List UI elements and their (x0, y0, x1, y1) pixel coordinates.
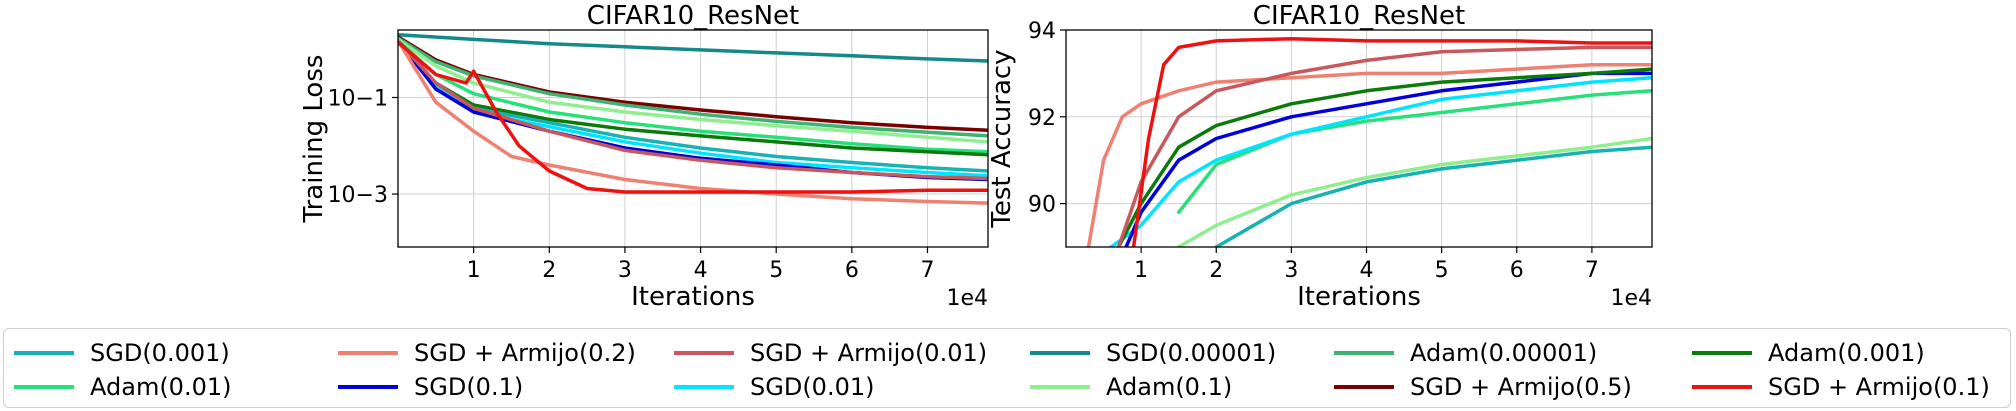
legend-swatch (14, 351, 74, 355)
series-line-sgd-0-00001 (398, 32, 988, 63)
legend-label: Adam(0.00001) (1410, 339, 1598, 367)
legend-swatch (674, 385, 734, 389)
chart-legend: SGD(0.001) SGD + Armijo(0.2) SGD + Armijo(… (3, 328, 2011, 408)
x-tick-label: 1 (1134, 258, 1148, 283)
legend-label: Adam(0.01) (90, 373, 232, 401)
x-tick-label: 5 (1435, 258, 1449, 283)
series-line-adam-0-00001 (398, 36, 988, 138)
x-axis-label: Iterations (631, 282, 755, 312)
x-axis-offset-label: 1e4 (1610, 286, 1652, 311)
y-tick-label: 10−1 (328, 86, 388, 111)
chart-panel-test-accuracy: 1 2 3 4 5 6 7 90 92 94 CIFAR10_ResNet Iterations 1e4… (987, 1, 1653, 312)
chart-panel-training-loss: 1 2 3 4 5 6 7 10−1 10−3 CIFAR10_ResNet Iterations 1… (299, 1, 989, 312)
series-line-sgd-0-1 (1124, 71, 1652, 247)
x-tick-label: 3 (618, 258, 632, 283)
series-line-sgd-armijo-0-1 (398, 40, 988, 194)
y-axis-label: Training Loss (299, 55, 329, 224)
series-line-adam-0-1 (1176, 136, 1652, 247)
legend-item: Adam(0.00001) (1334, 337, 1597, 369)
x-tick-label: 1 (467, 258, 481, 283)
x-axis-offset-label: 1e4 (946, 286, 988, 311)
legend-swatch (1030, 351, 1090, 355)
series-line-sgd-armijo-0-2 (1086, 62, 1652, 247)
legend-item: SGD + Armijo(0.01) (674, 337, 987, 369)
x-tick-label: 2 (1209, 258, 1223, 283)
legend-swatch (14, 385, 74, 389)
legend-label: SGD(0.01) (750, 373, 875, 401)
chart-title: CIFAR10_ResNet (587, 1, 799, 31)
series-line-adam-0-1 (398, 37, 988, 144)
legend-label: SGD + Armijo(0.01) (750, 339, 988, 367)
plot-frame (397, 29, 989, 248)
legend-swatch (674, 351, 734, 355)
x-tick-label: 6 (1510, 258, 1524, 283)
legend-label: Adam(0.001) (1768, 339, 1925, 367)
x-tick-label: 7 (1585, 258, 1599, 283)
y-axis-label: Test Accuracy (987, 49, 1017, 228)
series-line-adam-0-01 (398, 38, 988, 154)
legend-swatch (1334, 351, 1394, 355)
legend-swatch (1030, 385, 1090, 389)
y-tick-label: 92 (1028, 106, 1056, 131)
legend-item: SGD(0.00001) (1030, 337, 1276, 369)
legend-label: Adam(0.1) (1106, 373, 1233, 401)
legend-swatch (1692, 385, 1752, 389)
legend-item: SGD(0.01) (674, 371, 874, 403)
x-axis-label: Iterations (1297, 282, 1421, 312)
legend-label: SGD + Armijo(0.5) (1410, 373, 1632, 401)
legend-item: SGD(0.001) (14, 337, 230, 369)
legend-label: SGD(0.1) (414, 373, 524, 401)
plot-area (398, 30, 988, 247)
legend-item: SGD + Armijo(0.2) (338, 337, 636, 369)
x-tick-label: 6 (845, 258, 859, 283)
legend-item: Adam(0.1) (1030, 371, 1232, 403)
series-line-sgd-0-01 (1109, 75, 1652, 247)
x-tick-label: 2 (542, 258, 556, 283)
series-group (1086, 36, 1652, 247)
legend-label: SGD(0.00001) (1106, 339, 1277, 367)
series-line-sgd-0-001 (1214, 145, 1652, 247)
legend-swatch (338, 385, 398, 389)
series-line-sgd-armijo-0-1 (1131, 36, 1652, 247)
series-line-adam-0-001 (1116, 67, 1652, 247)
series-line-sgd-armijo-0-2 (398, 38, 988, 205)
legend-item: Adam(0.001) (1692, 337, 1925, 369)
series-line-adam-0-01 (1176, 89, 1652, 215)
series-group (398, 32, 988, 205)
series-line-sgd-armijo-0-01 (398, 38, 988, 181)
x-tick-label: 7 (920, 258, 934, 283)
legend-item: Adam(0.01) (14, 371, 231, 403)
plot-frame (1065, 29, 1653, 248)
series-line-sgd-armijo-0-01 (1116, 45, 1652, 247)
y-tick-label: 94 (1028, 19, 1056, 44)
legend-item: SGD + Armijo(0.1) (1692, 371, 1990, 403)
legend-label: SGD(0.001) (90, 339, 230, 367)
x-tick-label: 5 (769, 258, 783, 283)
y-tick-label: 10−3 (328, 183, 388, 208)
legend-label: SGD + Armijo(0.2) (414, 339, 636, 367)
legend-item: SGD(0.1) (338, 371, 523, 403)
legend-swatch (1692, 351, 1752, 355)
x-tick-label: 3 (1284, 258, 1298, 283)
legend-swatch (338, 351, 398, 355)
legend-swatch (1334, 385, 1394, 389)
legend-item: SGD + Armijo(0.5) (1334, 371, 1632, 403)
x-tick-label: 4 (694, 258, 708, 283)
chart-title: CIFAR10_ResNet (1253, 1, 1465, 31)
y-tick-label: 90 (1028, 193, 1056, 218)
x-tick-label: 4 (1360, 258, 1374, 283)
legend-label: SGD + Armijo(0.1) (1768, 373, 1990, 401)
